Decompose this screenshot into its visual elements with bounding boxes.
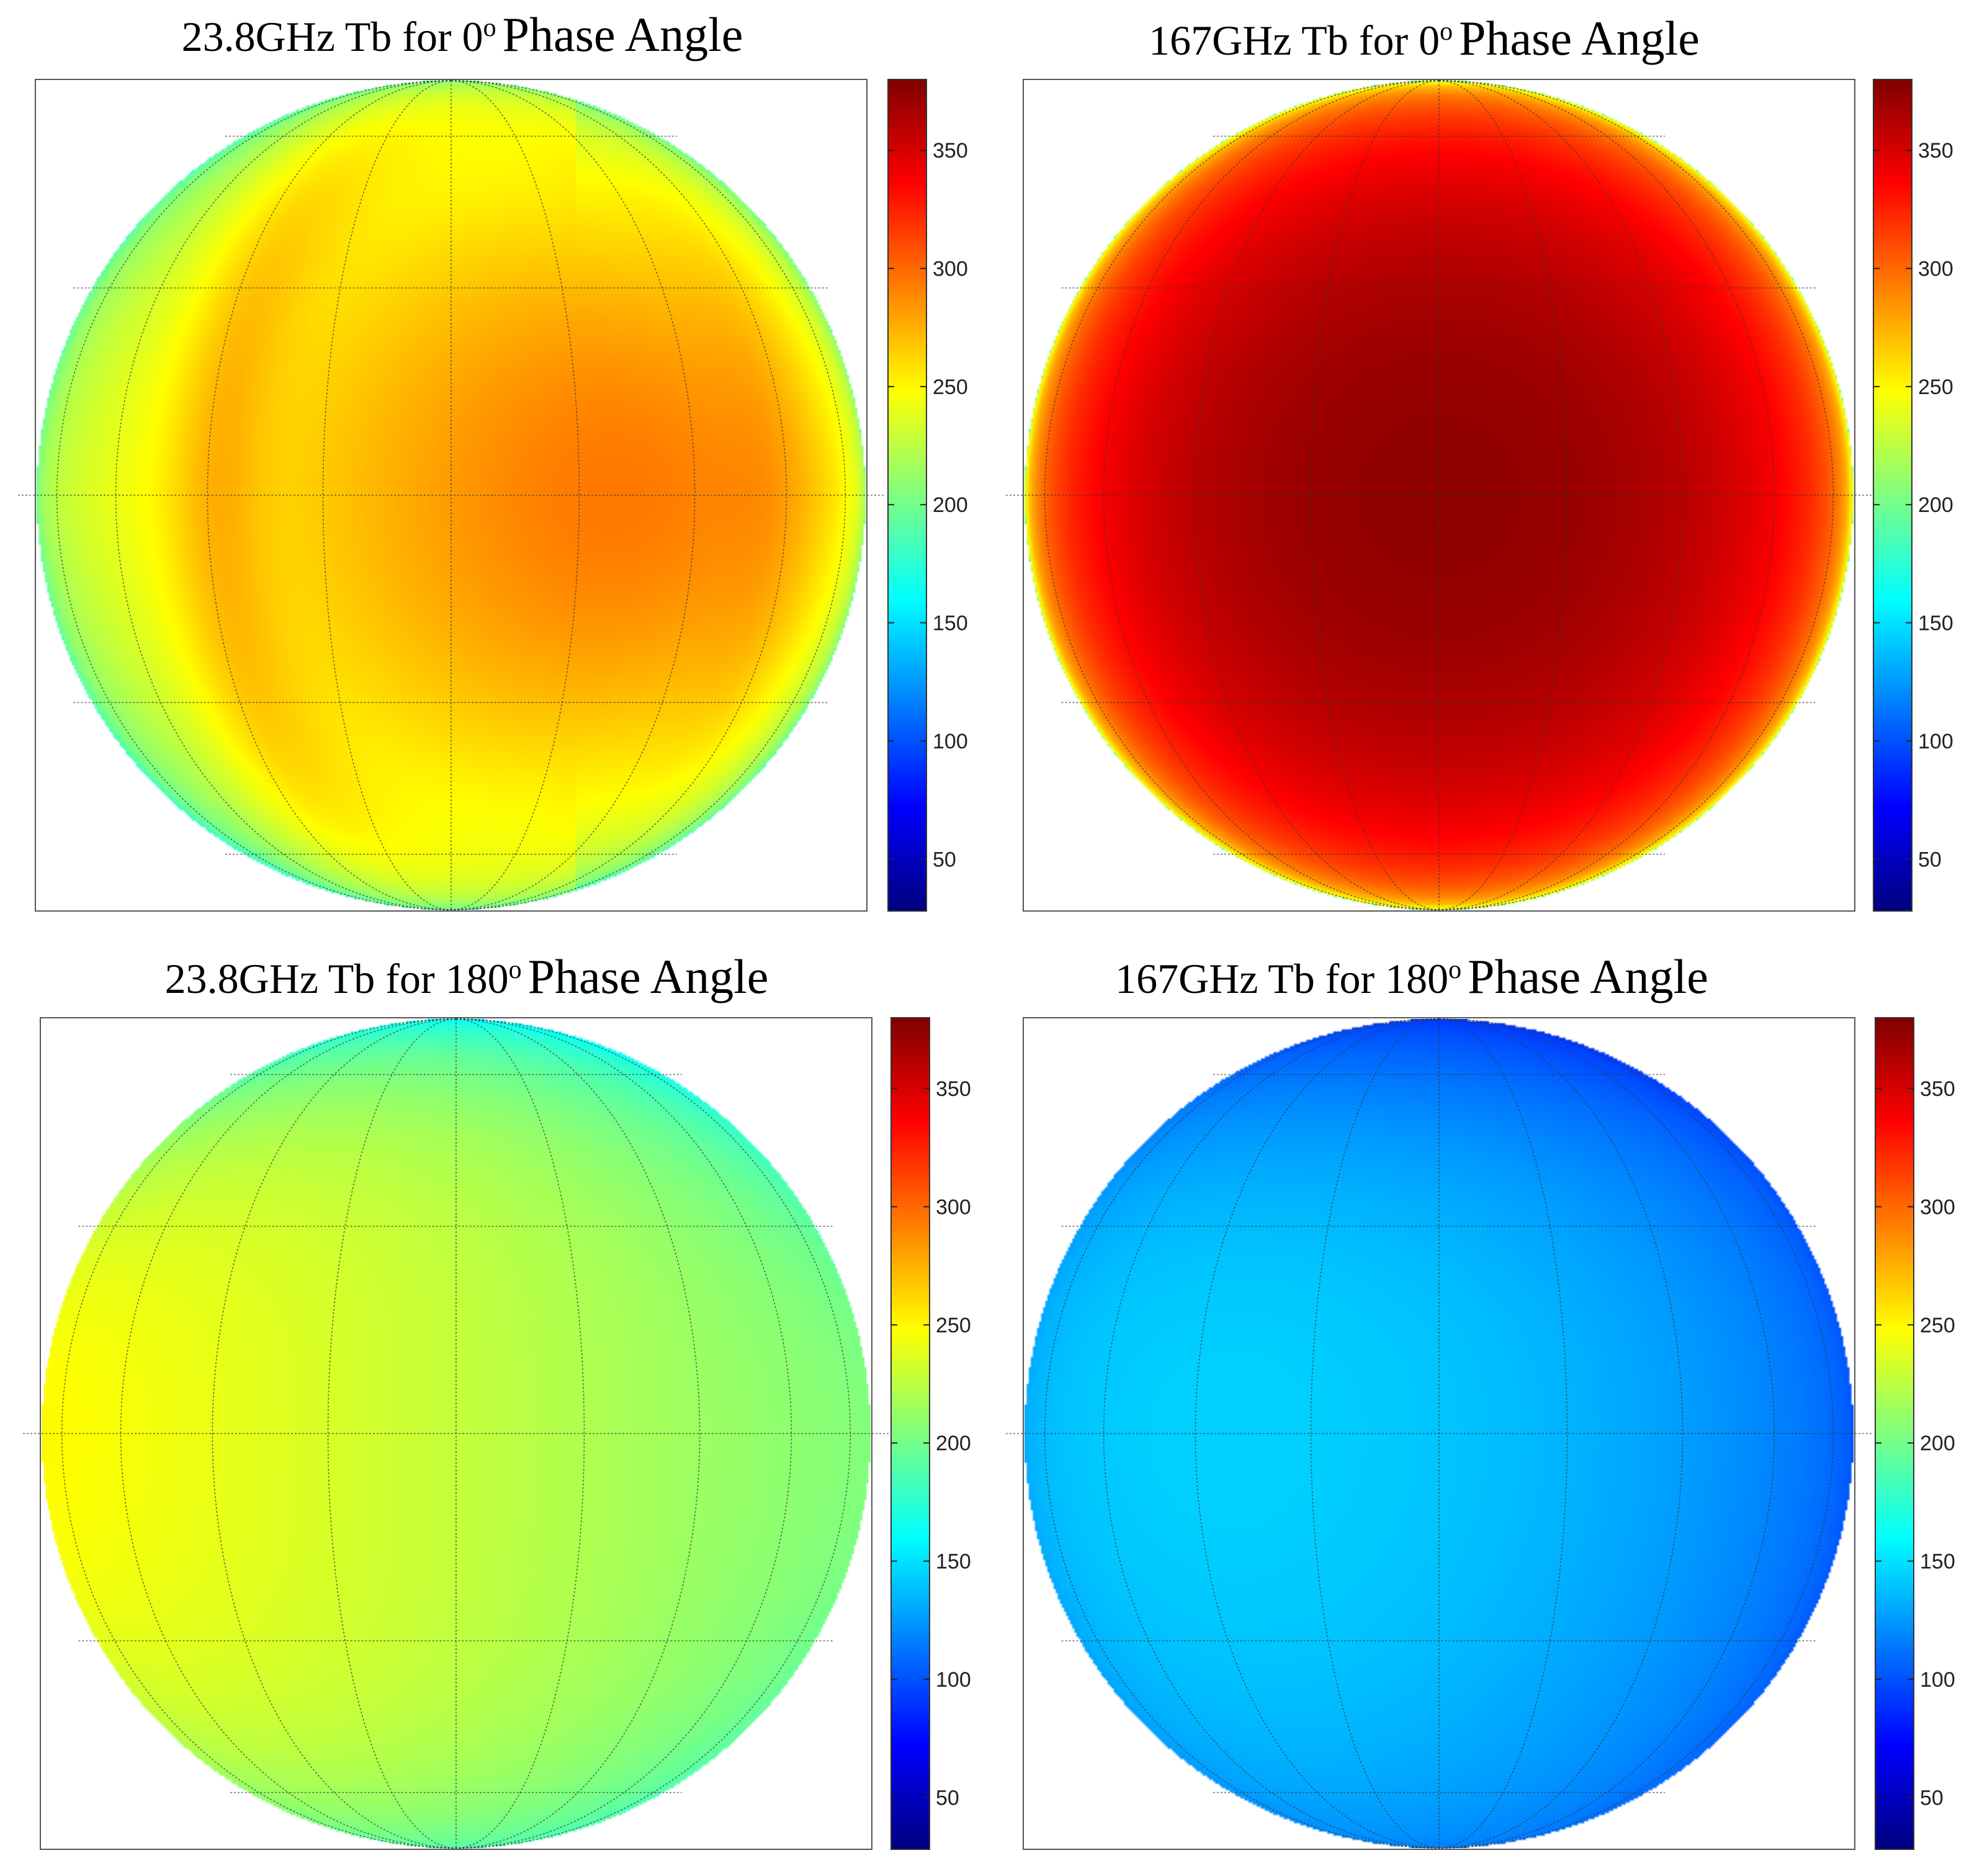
panel-167ghz-180deg: 167GHz Tb for 180o Phase Angle 350 300 250 2… [1006,949,1955,1850]
graticule [23,1018,889,1849]
meridian-line [1438,80,1834,910]
meridian-line [1438,1018,1775,1849]
meridian-line [1195,80,1440,910]
colorbar-tick-label: 200 [933,493,968,517]
colorbar-tick-label: 100 [1918,730,1953,753]
globe [1006,1018,1872,1849]
panel-title: 23.8GHz Tb for 180o Phase Angle [165,949,769,1003]
colorbar-tick-label: 250 [1920,1314,1955,1337]
colorbar-tick-label: 250 [1918,375,1953,399]
graticule [1006,1018,1872,1849]
colorbar-tick-label: 250 [933,375,968,399]
panel-title: 167GHz Tb for 0o Phase Angle [1149,11,1700,65]
panel-23ghz-0deg: 23.8GHz Tb for 0o Phase Angle 350 300 250 20… [18,7,968,912]
meridian-line [1195,1018,1440,1849]
meridian-line [120,1018,457,1849]
colorbar-tick-label: 100 [936,1668,971,1692]
colorbar: 350 300 250 200 150 100 50 [1875,1017,1955,1850]
meridian-line [1438,1018,1834,1849]
colorbar-gradient [887,79,927,912]
colorbar-gradient [1875,1017,1914,1850]
graticule [18,80,884,910]
colorbar-tick-label: 50 [1920,1786,1944,1810]
globe [18,80,884,910]
panel-23ghz-180deg: 23.8GHz Tb for 180o Phase Angle 350 300 250… [23,949,971,1850]
meridian-line [455,1018,792,1849]
meridian-line [207,80,452,910]
colorbar-tick-label: 300 [933,258,968,281]
colorbar-tick-label: 350 [1920,1077,1955,1101]
colorbar: 350 300 250 200 150 100 50 [890,1017,971,1850]
colorbar-tick-label: 200 [1918,493,1953,517]
meridian-line [1438,80,1775,910]
colorbar-tick-label: 150 [933,612,968,635]
colorbar: 350 300 250 200 150 100 50 [1873,79,1953,912]
colorbar-tick-label: 200 [936,1432,971,1455]
meridian-line [212,1018,457,1849]
globe [1006,80,1872,910]
globe [23,1018,889,1849]
colorbar-tick-label: 150 [1918,612,1953,635]
meridian-line [455,1018,851,1849]
meridian-line [1103,80,1440,910]
colorbar-tick-label: 50 [933,848,956,871]
colorbar-tick-label: 300 [1918,258,1953,281]
colorbar-tick-label: 300 [936,1196,971,1219]
colorbar-tick-label: 350 [933,139,968,163]
meridian-line [115,80,452,910]
meridian-line [1044,1018,1440,1849]
colorbar-tick-label: 350 [936,1077,971,1101]
meridian-line [451,80,696,910]
colorbar-gradient [1873,79,1912,912]
panel-title: 167GHz Tb for 180o Phase Angle [1115,949,1708,1003]
graticule [1006,80,1872,910]
colorbar-tick-label: 150 [936,1550,971,1574]
meridian-line [56,80,452,910]
meridian-line [1438,1018,1684,1849]
meridian-line [455,1018,701,1849]
colorbar-tick-label: 100 [1920,1668,1955,1692]
meridian-line [451,80,787,910]
meridian-line [61,1018,457,1849]
meridian-line [1044,80,1440,910]
colorbar: 350 300 250 200 150 100 50 [887,79,968,912]
meridian-line [451,80,846,910]
meridian-line [1438,80,1684,910]
meridian-line [1103,1018,1440,1849]
panel-title: 23.8GHz Tb for 0o Phase Angle [182,7,743,61]
colorbar-tick-label: 150 [1920,1550,1955,1574]
colorbar-tick-label: 250 [936,1314,971,1337]
colorbar-tick-label: 350 [1918,139,1953,163]
panel-167ghz-0deg: 167GHz Tb for 0o Phase Angle 350 300 250 200… [1006,11,1953,912]
colorbar-gradient [890,1017,930,1850]
colorbar-tick-label: 50 [1918,848,1942,871]
colorbar-tick-label: 100 [933,730,968,753]
colorbar-tick-label: 300 [1920,1196,1955,1219]
colorbar-tick-label: 50 [936,1786,959,1810]
colorbar-tick-label: 200 [1920,1432,1955,1455]
